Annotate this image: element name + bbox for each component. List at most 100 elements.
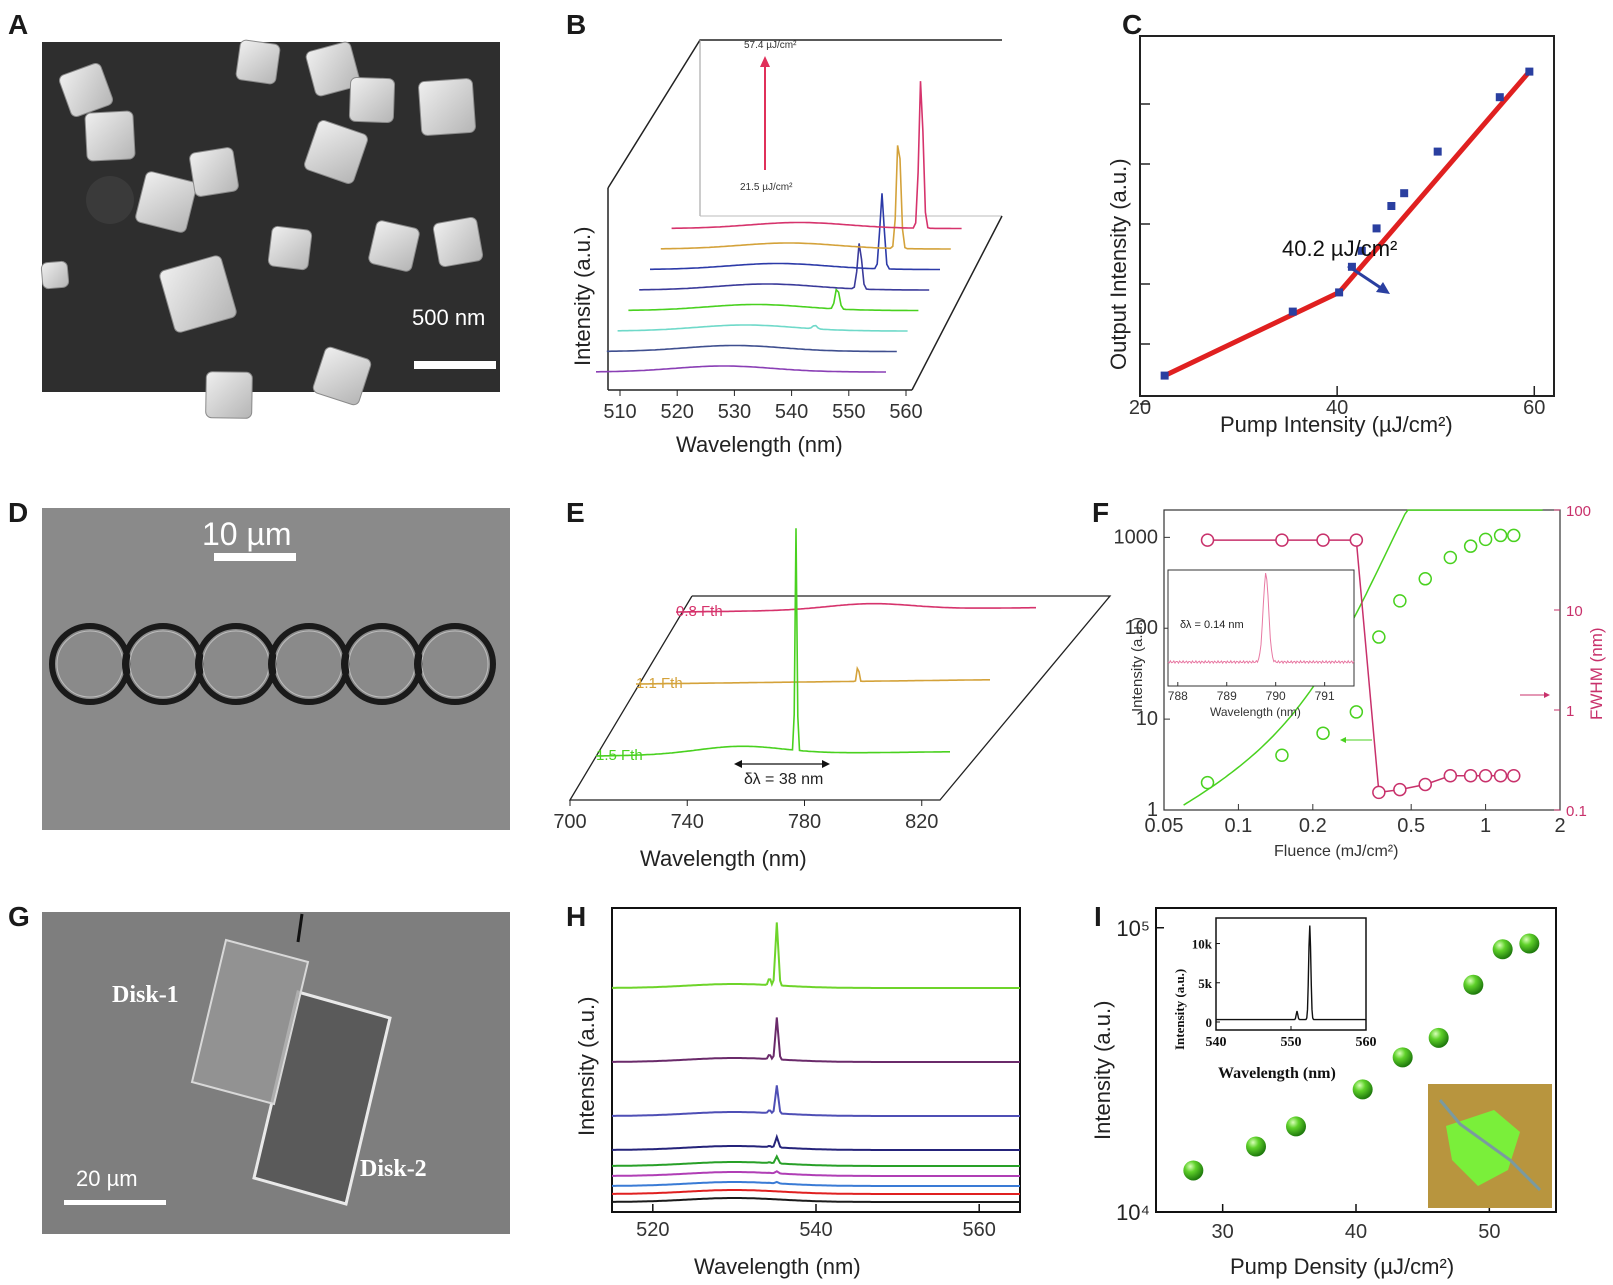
i-ticks: 30 40 50 10⁴ 10⁵ [1116,916,1500,1243]
panel-letter-a: A [8,9,28,40]
b-trace-1 [596,365,886,373]
f-intensity-point [1443,550,1458,565]
panel-i: I 30 40 50 10⁴ 10⁵ 540 550 560 0 5k 10k Wavelengt… [1090,901,1557,1279]
f-y2tick-label: 1 [1566,703,1574,720]
sem-cube [159,255,237,333]
sem-pit [86,176,134,224]
f-x-label: Fluence (mJ/cm²) [1274,843,1398,860]
b-tick-label: 540 [775,401,808,423]
f-inset-tick-label: 791 [1315,689,1335,703]
d-ring-edge [421,630,489,698]
i-inset-ytick-label: 5k [1198,976,1213,991]
c-ticks: 20 40 60 [1129,103,1545,419]
i-inset-y-label: Intensity (a.u.) [1172,969,1187,1050]
f-intensity-point [1372,630,1386,644]
f-fwhm-point [1316,533,1330,547]
f-y2tick-label: 100 [1566,503,1591,520]
panel-e: E 700 740 780 820 0.8 Fth 1.1 Fth 1.5 Fth δ… [553,497,1112,871]
sem-cube [135,171,197,233]
f-data [1183,509,1543,806]
h-trace-6 [612,1133,1020,1151]
c-point [1525,67,1534,76]
i-point [1392,1047,1413,1068]
h-trace-7 [612,1085,1020,1117]
c-tick-label: 20 [1129,397,1151,419]
f-xtick-label: 1 [1480,815,1491,837]
i-point [1428,1027,1449,1048]
f-inset-frame [1167,569,1355,687]
f-ytick-label: 10 [1136,708,1158,730]
i-xtick-label: 30 [1212,1221,1234,1243]
h-tick-label: 560 [963,1219,996,1241]
i-y-label: Intensity (a.u.) [1090,1001,1115,1140]
b-trace-4 [628,287,919,312]
i-point [1492,939,1513,960]
f-fwhm-point [1507,769,1521,783]
panel-letter-h: H [566,901,586,932]
h-tick-label: 540 [799,1219,832,1241]
e-x-label: Wavelength (nm) [640,846,807,871]
f-fwhm-point [1200,533,1215,547]
panel-letter-f: F [1092,497,1109,528]
h-trace-1 [612,1197,1020,1203]
c-x-label: Pump Intensity (µJ/cm²) [1220,412,1453,437]
f-fwhm-point [1443,769,1458,783]
c-threshold-label: 40.2 µJ/cm² [1282,236,1397,261]
c-point [1400,189,1409,198]
h-trace-3 [612,1180,1020,1187]
b-trace-7 [660,145,951,250]
b-traces [596,81,962,373]
g-disk-2-label: Disk-2 [360,1156,427,1182]
h-trace-2 [612,1189,1020,1195]
b-trace-8 [671,81,962,230]
h-x-label: Wavelength (nm) [694,1254,861,1279]
b-trace-3 [617,324,908,332]
i-ytick-label: 10⁴ [1116,1200,1150,1225]
e-label-0: 0.8 Fth [676,603,723,620]
b-trace-2 [606,344,897,353]
f-inset: 788 789 790 791 [1167,573,1355,703]
h-x-ticks: 520 540 560 [636,1204,996,1241]
panel-c: C 20 40 60 40.2 µJ/cm² Output Intensity (a… [1106,9,1555,437]
b-x-label: Wavelength (nm) [676,432,843,457]
b-tick-label: 560 [889,401,922,423]
c-point [1372,224,1381,233]
f-inset-label: δλ = 0.14 nm [1180,619,1244,631]
f-inset-tick-label: 789 [1217,689,1237,703]
f-inset-x-label: Wavelength (nm) [1210,705,1301,719]
h-y-label: Intensity (a.u.) [574,997,599,1136]
e-plane [568,595,1112,801]
i-inset-spectrum [1216,925,1366,1021]
sem-cube [40,260,70,290]
f-intensity-point [1478,532,1493,547]
panel-a: A 500 nm [8,9,500,419]
c-point [1495,93,1504,102]
f-xtick-label: 0.5 [1397,815,1425,837]
b-x-ticks: 510 520 530 540 550 560 [603,390,923,423]
f-intensity-point [1493,528,1508,543]
f-y2-label: FWHM (nm) [1587,627,1606,720]
b-bottom-fluence: 21.5 µJ/cm² [740,182,793,193]
panel-letter-d: D [8,497,28,528]
i-inset-xtick-label: 550 [1281,1035,1302,1050]
i-inset-xtick-label: 540 [1206,1035,1227,1050]
c-point [1335,288,1344,297]
h-trace-5 [612,1154,1020,1167]
b-top-fluence: 57.4 µJ/cm² [744,40,797,51]
sem-cubes [40,39,484,419]
c-point [1288,307,1297,316]
c-threshold-arrow [1347,264,1385,292]
i-point [1183,1160,1204,1181]
i-data [1183,933,1540,1181]
i-xtick-label: 50 [1478,1221,1500,1243]
sem-cube [312,346,372,406]
sem-cube [235,39,281,85]
sem-cube [189,147,239,197]
b-tick-label: 510 [603,401,636,423]
c-point [1347,262,1356,271]
i-point [1463,974,1484,995]
b-y-label: Intensity (a.u.) [570,227,595,366]
sem-cube [84,110,136,162]
i-x-label: Pump Density (µJ/cm²) [1230,1254,1454,1279]
sem-cube [368,220,420,272]
